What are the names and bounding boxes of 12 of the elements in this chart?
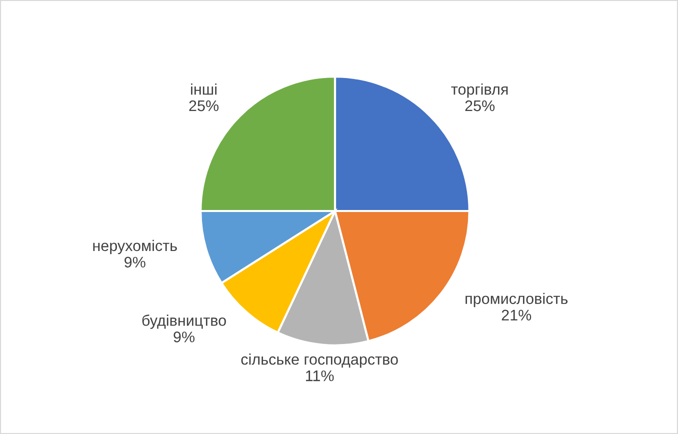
data-label: 25% [465,100,495,112]
slice-label: нерухомість [93,240,177,254]
data-label: 21% [502,310,532,320]
data-label: 11% [306,370,334,382]
data-label: 9% [124,256,146,268]
slice-label: торгівля [451,84,508,98]
data-label: 9% [174,332,195,342]
slice-label: промисловість [466,292,568,308]
slice-label: сільське господарство [241,354,398,368]
slice-label: інші [191,84,216,95]
slice-label: будівництво [142,314,226,329]
data-label: 25% [189,100,219,112]
